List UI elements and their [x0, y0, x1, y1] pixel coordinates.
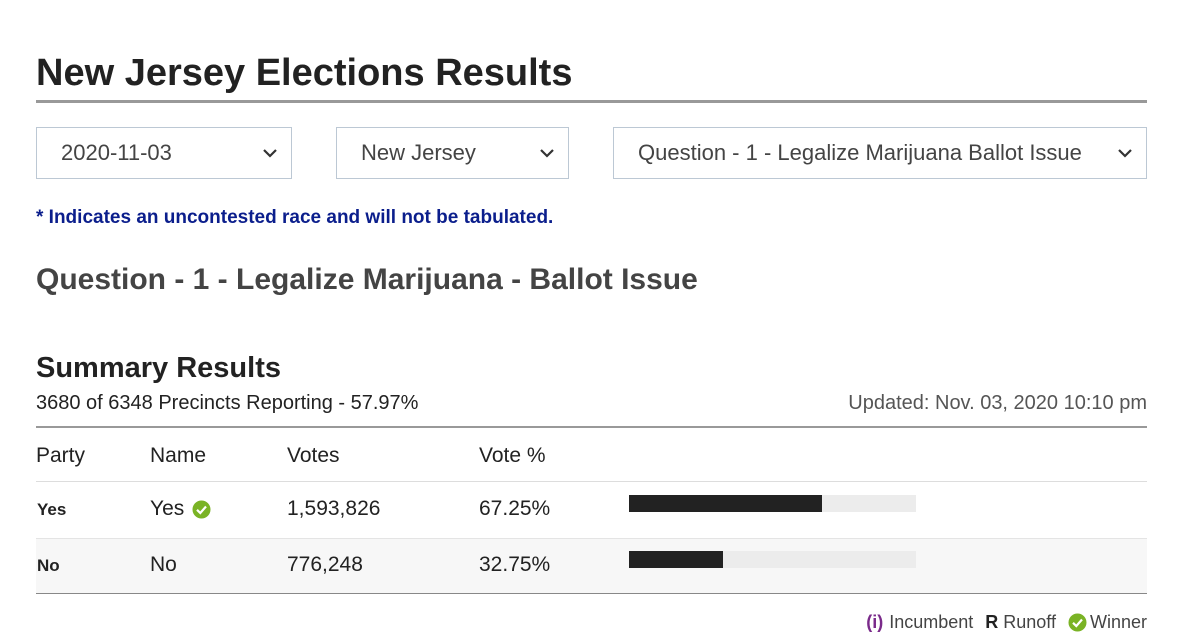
- bar-track: [629, 551, 916, 568]
- party: Yes: [37, 500, 67, 519]
- summary-title: Summary Results: [36, 352, 281, 384]
- legend-label: Winner: [1089, 612, 1147, 632]
- divider: [36, 100, 1147, 103]
- legend: (i) Incumbent R Runoff Winner: [866, 612, 1147, 633]
- column-header: Votes: [287, 444, 340, 467]
- name: Yes: [150, 497, 185, 520]
- votes: 1,593,826: [287, 497, 381, 520]
- vote-bar: [629, 495, 822, 512]
- runoff-mark: R: [985, 612, 999, 632]
- race-title: Question - 1 - Legalize Marijuana - Ball…: [36, 263, 698, 296]
- row-divider: [36, 481, 1147, 482]
- votes: 776,248: [287, 553, 363, 576]
- note: * Indicates an uncontested race and will…: [36, 207, 554, 228]
- legend-label: Incumbent: [889, 612, 974, 632]
- updated: Updated: Nov. 03, 2020 10:10 pm: [848, 392, 1147, 414]
- vote-bar: [629, 551, 723, 568]
- vote-percent: 32.75%: [479, 553, 551, 576]
- race-select[interactable]: Question - 1 - Legalize Marijuana Ballot…: [613, 127, 1147, 179]
- reporting: 3680 of 6348 Precincts Reporting - 57.97…: [36, 392, 419, 414]
- chevron: [263, 149, 277, 158]
- column-header: Name: [150, 444, 207, 467]
- winner-icon: [1068, 613, 1087, 632]
- legend-label: Runoff: [1003, 612, 1056, 632]
- row-divider: [36, 538, 1147, 539]
- divider: [36, 426, 1147, 428]
- incumbent-mark: (i): [866, 612, 884, 632]
- state-select[interactable]: New Jersey: [336, 127, 569, 179]
- name: No: [150, 553, 177, 576]
- chevron: [1118, 149, 1132, 158]
- name-cell: No: [150, 553, 177, 577]
- select-text: 2020-11-03: [61, 140, 172, 165]
- date-select[interactable]: 2020-11-03: [36, 127, 292, 179]
- column-header: Party: [36, 444, 86, 467]
- vote-percent: 67.25%: [479, 497, 551, 520]
- select-text: Question - 1 - Legalize Marijuana Ballot…: [638, 140, 1082, 165]
- name-cell: Yes: [150, 497, 211, 521]
- divider: [36, 593, 1147, 594]
- row-bg: [36, 538, 1147, 594]
- row-bg: [36, 482, 1147, 537]
- column-header: Vote %: [479, 444, 546, 467]
- page-title: New Jersey Elections Results: [36, 52, 573, 94]
- party: No: [37, 556, 60, 575]
- winner-icon: [192, 500, 211, 518]
- select-text: New Jersey: [361, 140, 476, 165]
- chevron: [540, 149, 554, 158]
- bar-track: [629, 495, 916, 512]
